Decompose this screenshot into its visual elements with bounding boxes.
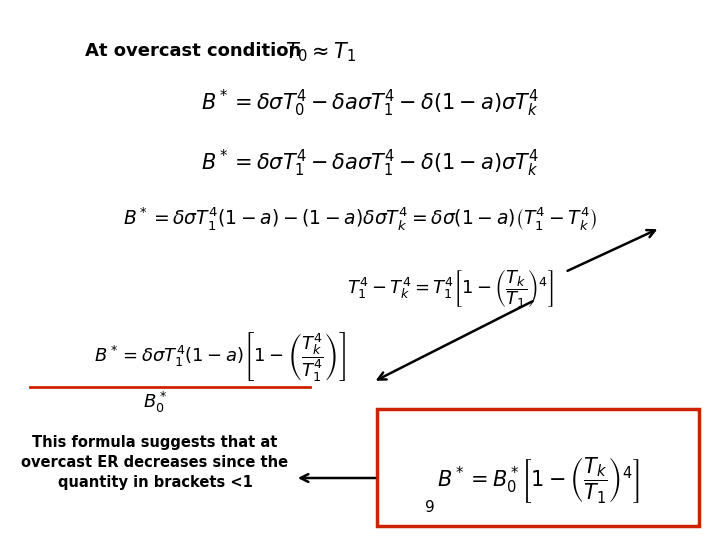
Text: $B^* = \delta\sigma T_1^4(1-a) - (1-a)\delta\sigma T_k^4 = \delta\sigma(1-a)\lef: $B^* = \delta\sigma T_1^4(1-a) - (1-a)\d… xyxy=(123,205,597,232)
Text: This formula suggests that at
overcast ER decreases since the
quantity in bracke: This formula suggests that at overcast E… xyxy=(22,435,289,490)
Text: $B^* = \delta\sigma T_1^4 - \delta a\sigma T_1^4 - \delta(1-a)\sigma T_k^4$: $B^* = \delta\sigma T_1^4 - \delta a\sig… xyxy=(201,148,539,179)
Text: $T_1^4 - T_k^4 = T_1^4\left[1 - \left(\dfrac{T_k}{T_1}\right)^4\right]$: $T_1^4 - T_k^4 = T_1^4\left[1 - \left(\d… xyxy=(346,268,554,309)
Text: $T_0 \approx T_1$: $T_0 \approx T_1$ xyxy=(285,40,356,64)
Text: At overcast condition: At overcast condition xyxy=(85,42,301,60)
FancyBboxPatch shape xyxy=(377,409,699,526)
Text: $B^* = \delta\sigma T_1^4(1-a)\left[1 - \left(\dfrac{T_k^4}{T_1^4}\right)\right]: $B^* = \delta\sigma T_1^4(1-a)\left[1 - … xyxy=(94,330,346,383)
Text: $B^* = \delta\sigma T_0^4 - \delta a\sigma T_1^4 - \delta(1-a)\sigma T_k^4$: $B^* = \delta\sigma T_0^4 - \delta a\sig… xyxy=(201,88,539,119)
Text: $B_0^*$: $B_0^*$ xyxy=(143,390,167,415)
Text: $B^* = B_0^*\left[1 - \left(\dfrac{T_k}{T_1}\right)^4\right]$: $B^* = B_0^*\left[1 - \left(\dfrac{T_k}{… xyxy=(437,455,639,505)
Text: 9: 9 xyxy=(425,500,435,515)
